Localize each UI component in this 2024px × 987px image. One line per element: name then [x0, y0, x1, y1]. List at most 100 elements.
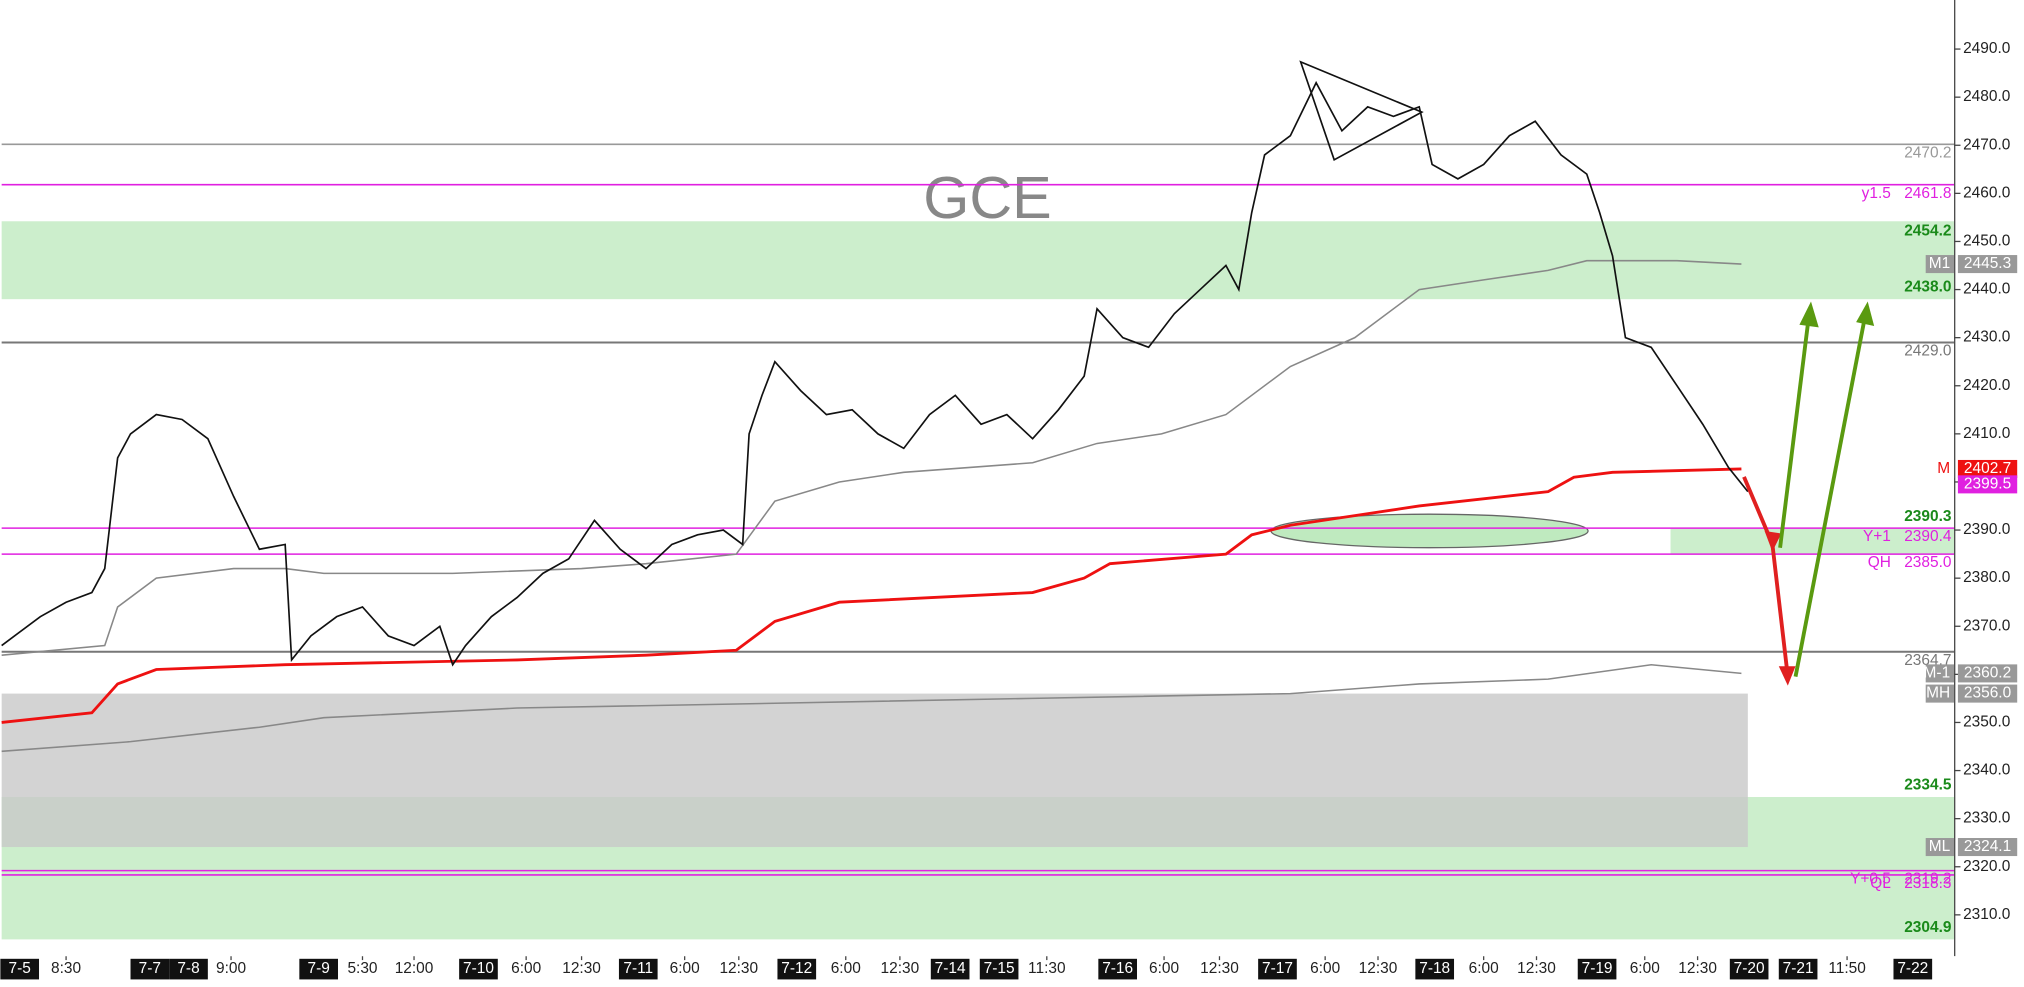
level-value: 2304.9 — [1904, 919, 1952, 936]
x-tick-label: 7-16 — [1102, 960, 1133, 977]
watermark: GCE — [923, 164, 1051, 231]
x-tick-label: 5:30 — [347, 960, 377, 977]
level-name: Y+0.5 — [1850, 871, 1891, 888]
x-tick-label: 6:00 — [1469, 960, 1499, 977]
y-tick-label: 2460.0 — [1963, 184, 2010, 201]
level-value: 2334.5 — [1904, 776, 1952, 793]
x-tick-label: 11:30 — [1028, 960, 1066, 977]
level-value: 2324.1 — [1964, 838, 2011, 855]
x-date-box — [169, 958, 208, 980]
x-tick-label: 9:00 — [216, 960, 246, 977]
y-tick-label: 2420.0 — [1963, 377, 2010, 394]
x-tick-label: 7-18 — [1419, 960, 1450, 977]
level-box — [1957, 664, 2018, 683]
level-value: 2454.2 — [1904, 223, 1951, 240]
x-date-box — [618, 958, 658, 980]
y-tick-label: 2390.0 — [1963, 521, 2010, 538]
y-tick-label: 2350.0 — [1963, 714, 2010, 731]
level-name-box — [1925, 838, 1955, 857]
y-tick-label: 2410.0 — [1963, 425, 2010, 442]
level-value: 2438.0 — [1904, 279, 1951, 296]
x-tick-label: 6:00 — [1630, 960, 1660, 977]
x-date-box — [777, 958, 817, 980]
level-name: Y+1 — [1863, 528, 1891, 545]
x-date-box — [1778, 958, 1818, 980]
x-tick-label: 12:30 — [1678, 960, 1717, 977]
x-tick-label: 8:30 — [51, 960, 81, 977]
x-date-box — [979, 958, 1019, 980]
y-tick-label: 2440.0 — [1963, 281, 2010, 298]
x-tick-label: 6:00 — [670, 960, 700, 977]
level-name-box — [1925, 684, 1955, 703]
x-tick-label: 7-14 — [935, 960, 966, 977]
y-tick-label: 2380.0 — [1963, 569, 2010, 586]
level-value: 2356.0 — [1964, 685, 2011, 702]
level-box — [1957, 838, 2018, 857]
x-tick-label: 7-5 — [9, 960, 31, 977]
level-name-box — [1925, 255, 1955, 274]
triangle-drawing — [1299, 60, 1424, 162]
level-value: 2402.7 — [1964, 460, 2011, 477]
y-tick-label: 2480.0 — [1963, 88, 2010, 105]
x-date-box — [1415, 958, 1455, 980]
x-date-box — [1577, 958, 1617, 980]
level-value: 2461.8 — [1904, 185, 1951, 202]
zone — [1670, 528, 1955, 555]
x-date-box — [1258, 958, 1297, 980]
level-name: M-1 — [1924, 664, 1951, 681]
level-name-box — [1925, 664, 1955, 683]
x-date-box — [1729, 958, 1769, 980]
level-value: 2429.0 — [1904, 343, 1951, 360]
x-tick-label: 6:00 — [1149, 960, 1179, 977]
level-value: 2399.5 — [1964, 475, 2011, 492]
x-tick-label: 7-20 — [1734, 960, 1765, 977]
x-tick-label: 7-19 — [1582, 960, 1613, 977]
x-tick-label: 7-9 — [308, 960, 330, 977]
y-tick-label: 2430.0 — [1963, 329, 2010, 346]
level-name-box — [1925, 459, 1955, 478]
level-name: M1 — [1929, 255, 1950, 272]
level-value: 2390.4 — [1904, 528, 1952, 545]
x-tick-label: 6:00 — [831, 960, 861, 977]
x-tick-label: 11:50 — [1828, 960, 1866, 977]
level-box — [1957, 684, 2018, 703]
level-name: QH — [1868, 554, 1891, 571]
x-tick-label: 7-15 — [984, 960, 1015, 977]
level-value: 2360.2 — [1964, 664, 2011, 681]
x-tick-label: 12:30 — [1200, 960, 1239, 977]
x-tick-label: 7-10 — [463, 960, 494, 977]
vwap-curve — [1, 467, 1742, 724]
x-tick-label: 7-7 — [139, 960, 161, 977]
y-tick-label: 2450.0 — [1963, 233, 2010, 250]
x-tick-label: 7-17 — [1262, 960, 1293, 977]
y-tick-label: 2340.0 — [1963, 762, 2010, 779]
level-value: 2318.3 — [1904, 875, 1951, 892]
x-date-box — [299, 958, 339, 980]
x-tick-label: 7-12 — [781, 960, 812, 977]
level-value: 2385.0 — [1904, 554, 1951, 571]
x-date-box — [1098, 958, 1138, 980]
x-date-box — [0, 958, 40, 980]
x-tick-label: 12:30 — [881, 960, 920, 977]
y-tick-label: 2490.0 — [1963, 40, 2010, 57]
x-tick-label: 6:00 — [511, 960, 541, 977]
level-name: y1.5 — [1862, 185, 1891, 202]
x-tick-label: 12:30 — [562, 960, 601, 977]
level-value: 2319.2 — [1904, 871, 1951, 888]
x-date-box — [930, 958, 970, 980]
x-tick-label: 6:00 — [1310, 960, 1340, 977]
price-line — [1, 80, 1749, 667]
y-tick-label: 2320.0 — [1963, 858, 2010, 875]
y-tick-label: 2310.0 — [1963, 906, 2010, 923]
x-tick-label: 12:00 — [395, 960, 434, 977]
x-tick-label: 7-21 — [1783, 960, 1814, 977]
level-name: QL — [1870, 875, 1891, 892]
x-tick-label: 12:30 — [1517, 960, 1556, 977]
level-name: M — [1937, 460, 1950, 477]
vwap-curve — [1, 259, 1742, 656]
x-tick-label: 7-8 — [177, 960, 199, 977]
x-tick-label: 7-11 — [623, 960, 653, 977]
y-tick-label: 2330.0 — [1963, 810, 2010, 827]
vwap-curve — [1, 663, 1742, 753]
